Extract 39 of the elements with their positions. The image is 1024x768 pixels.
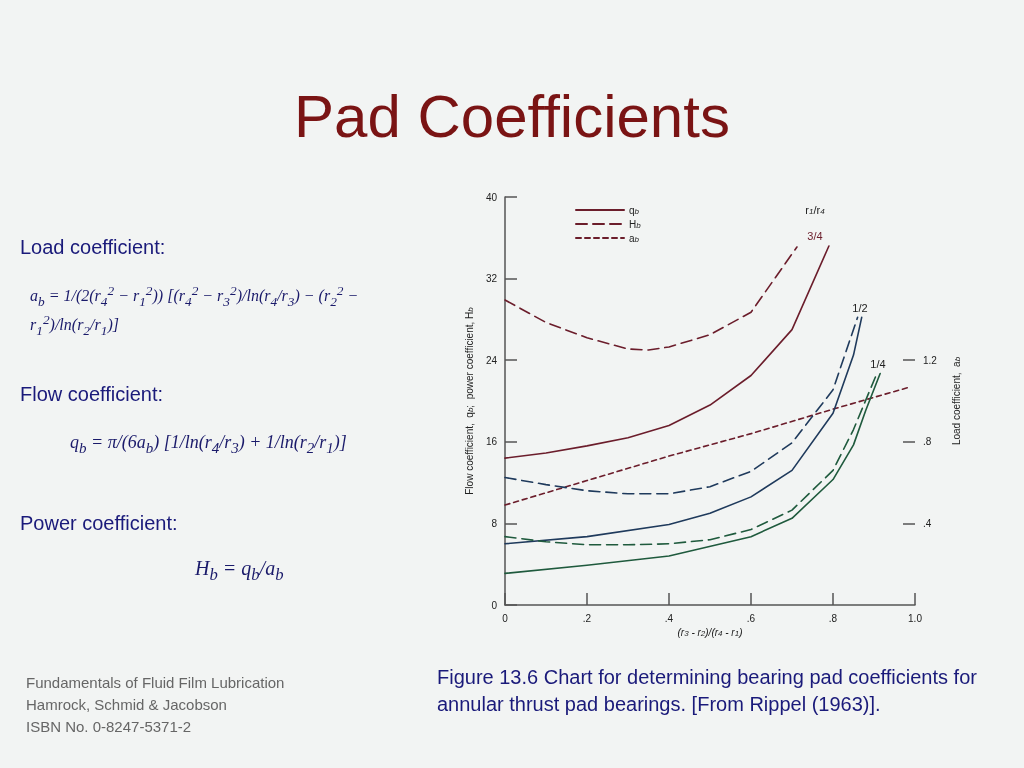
legend-label: qb [629,204,640,216]
y-tick-label: 8 [491,517,498,529]
text: Load coefficient: [20,235,167,260]
y2-tick-label: .8 [923,436,932,448]
annotation: 1/2 [852,302,868,314]
x-tick-label: 0 [502,612,509,624]
text: Fundamentals of Fluid Film Lubrication [26,673,286,693]
x-tick-label: .4 [664,612,674,624]
y-tick-label: 16 [485,436,498,448]
y-tick-label: 32 [485,273,498,285]
text: ISBN No. 0-8247-5371-2 [26,717,193,737]
text: (r3 - r2)/(r4 - r1) [677,627,743,639]
text: a$_{b}$ = 1/(2(r$_{4}$$^{2}$ − r$_{1}$$^{2}$)) [(r$_{4}$$^{2}$ − r$_{3}$$^{2}$)/ln(r$_{4}$/r$_{3}$) − (r$_{2}$$^{2}$ − r$_{1}$$^{2}$)/ln(r$_{2}$/r$_{1}$)] [30,283,359,338]
annotation: r1/r4 [805,204,826,216]
y-tick-label: 40 [485,191,498,203]
text: Flow coefficient: [20,382,165,407]
x-tick-label: .6 [746,612,756,624]
x-tick-label: 1.0 [908,612,923,624]
text: H$_{b}$ = q$_{b}$/a$_{b}$ [195,556,285,586]
y-tick-label: 24 [485,354,498,366]
annotation: 3/4 [807,230,823,242]
annotation: 1/4 [870,358,886,370]
line-series [504,316,863,545]
text: Power coefficient: [20,511,179,536]
text: Hamrock, Schmid & Jacobson [26,695,228,715]
legend-label: Hb [629,218,642,230]
y2-axis-title: Load coefficient, ab [950,356,962,446]
legend-label: ab [629,232,640,244]
y2-tick-label: .4 [923,517,932,529]
line-series [504,316,859,495]
chart-title: Pad Coefficients [293,82,731,151]
x-tick-label: .2 [582,612,592,624]
caption: Figure 13.6 Chart for determining bearing pad coefficients for annular thrust pad bearings. [From Rippel (1963)]. [437,665,978,717]
y-tick-label: 0 [491,599,498,611]
line-series [504,245,830,459]
y2-tick-label: 1.2 [923,354,938,366]
text: q$_{b}$ = π/(6a$_{b}$) [1/ln(r$_{4}$/r$_{3}$) + 1/ln(r$_{2}$/r$_{1}$)] [70,432,347,456]
x-tick-label: .8 [828,612,838,624]
line-series [504,246,798,351]
